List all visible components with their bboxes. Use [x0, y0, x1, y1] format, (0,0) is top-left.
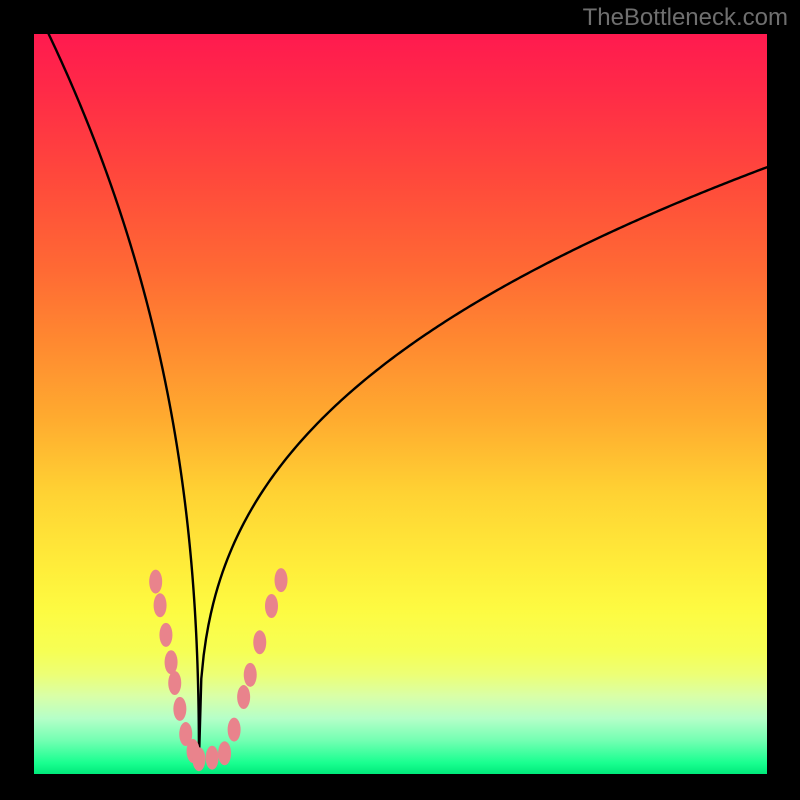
data-marker — [237, 685, 250, 709]
data-marker — [275, 568, 288, 592]
data-marker — [253, 630, 266, 654]
data-marker — [228, 718, 241, 742]
bottleneck-curve — [34, 34, 767, 774]
data-marker — [165, 650, 178, 674]
data-marker — [265, 594, 278, 618]
data-marker — [192, 747, 205, 771]
data-marker — [168, 671, 181, 695]
chart-container: TheBottleneck.com — [0, 0, 800, 800]
data-marker — [206, 746, 219, 770]
data-marker — [218, 741, 231, 765]
data-markers — [149, 568, 287, 771]
data-marker — [149, 570, 162, 594]
watermark-text: TheBottleneck.com — [583, 4, 788, 32]
plot-area — [34, 34, 767, 774]
data-marker — [154, 593, 167, 617]
data-marker — [173, 697, 186, 721]
data-marker — [159, 623, 172, 647]
data-marker — [244, 663, 257, 687]
